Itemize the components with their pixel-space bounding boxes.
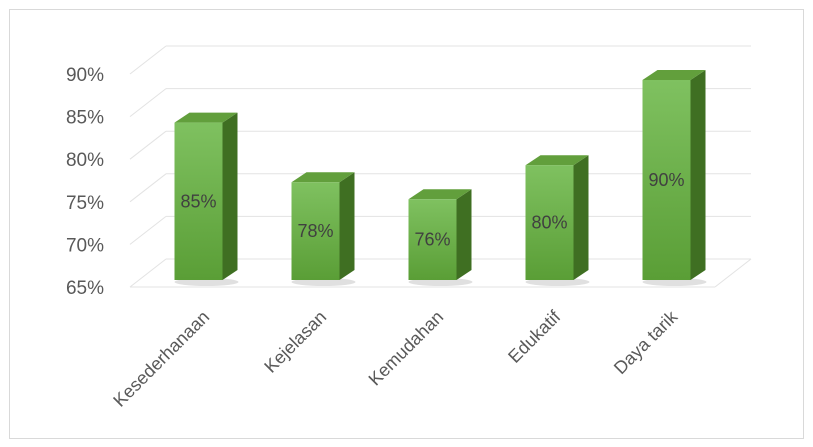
data-label: 76% <box>414 230 450 250</box>
y-tick-label: 80% <box>66 150 104 171</box>
bars: 85% 78% 76% 80% 90% <box>174 70 707 286</box>
x-tick-label: Kejelasan <box>260 307 330 377</box>
bar-edukatif: 80% <box>525 155 590 286</box>
bar-kesederhanaan: 85% <box>174 112 239 286</box>
y-tick-label: 75% <box>66 193 104 214</box>
x-tick-label: Kesederhanaan <box>109 307 213 411</box>
x-tick-label: Kemudahan <box>365 307 448 390</box>
data-label: 78% <box>297 221 333 241</box>
bar-kejelasan: 78% <box>291 172 356 286</box>
gridline <box>129 45 751 75</box>
y-tick-label: 90% <box>66 65 104 86</box>
bar-kemudahan: 76% <box>408 189 473 286</box>
bar-daya-tarik: 90% <box>642 70 707 286</box>
x-tick-label: Daya tarik <box>610 306 682 378</box>
data-label: 85% <box>180 191 216 211</box>
x-tick-label: Edukatif <box>504 306 565 367</box>
x-axis-categories: Kesederhanaan Kejelasan Kemudahan Edukatif D… <box>109 306 682 411</box>
y-axis-ticks: 65% 70% 75% 80% 85% 90% <box>66 65 104 299</box>
y-tick-label: 65% <box>66 278 104 299</box>
y-tick-label: 85% <box>66 108 104 129</box>
data-label: 80% <box>531 213 567 233</box>
data-label: 90% <box>648 170 684 190</box>
y-tick-label: 70% <box>66 235 104 256</box>
